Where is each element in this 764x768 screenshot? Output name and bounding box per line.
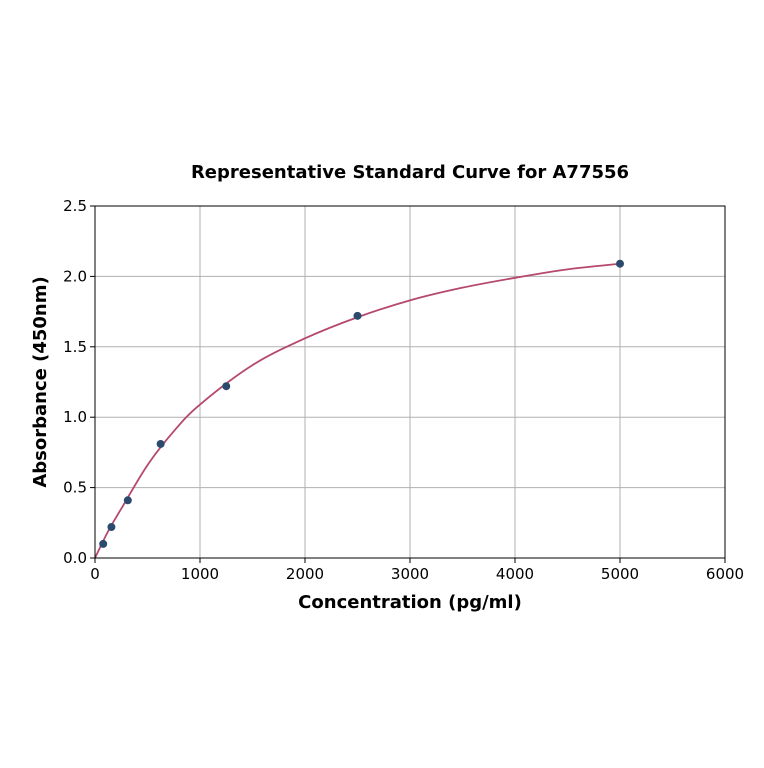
y-tick-label: 0.0	[63, 549, 87, 567]
x-tick-label: 0	[90, 565, 100, 583]
x-tick-label: 3000	[391, 565, 429, 583]
x-axis-label: Concentration (pg/ml)	[298, 592, 522, 613]
data-point	[99, 539, 108, 548]
x-axis-ticks: 0 1000 2000 3000 4000 5000 6000	[90, 558, 744, 583]
fit-curve	[94, 262, 621, 559]
x-tick-label: 6000	[706, 565, 744, 583]
data-point	[353, 311, 362, 320]
data-point	[156, 439, 165, 448]
data-points	[99, 259, 624, 548]
data-point	[616, 259, 624, 268]
x-tick-label: 4000	[496, 565, 534, 583]
y-axis-label: Absorbance (450nm)	[30, 276, 51, 487]
y-axis-ticks: 0.0 0.5 1.0 1.5 2.0 2.5	[63, 197, 95, 567]
data-point	[222, 382, 231, 391]
data-point	[107, 523, 116, 532]
y-tick-label: 1.5	[63, 338, 87, 356]
x-tick-label: 2000	[286, 565, 324, 583]
y-tick-label: 2.5	[63, 197, 87, 215]
y-tick-label: 0.5	[63, 479, 87, 497]
x-tick-label: 5000	[601, 565, 639, 583]
x-tick-label: 1000	[181, 565, 219, 583]
grid-lines	[94, 205, 726, 559]
y-tick-label: 2.0	[63, 267, 87, 285]
y-tick-label: 1.0	[63, 408, 87, 426]
data-point	[123, 496, 132, 505]
chart-title: Representative Standard Curve for A77556	[191, 162, 629, 183]
